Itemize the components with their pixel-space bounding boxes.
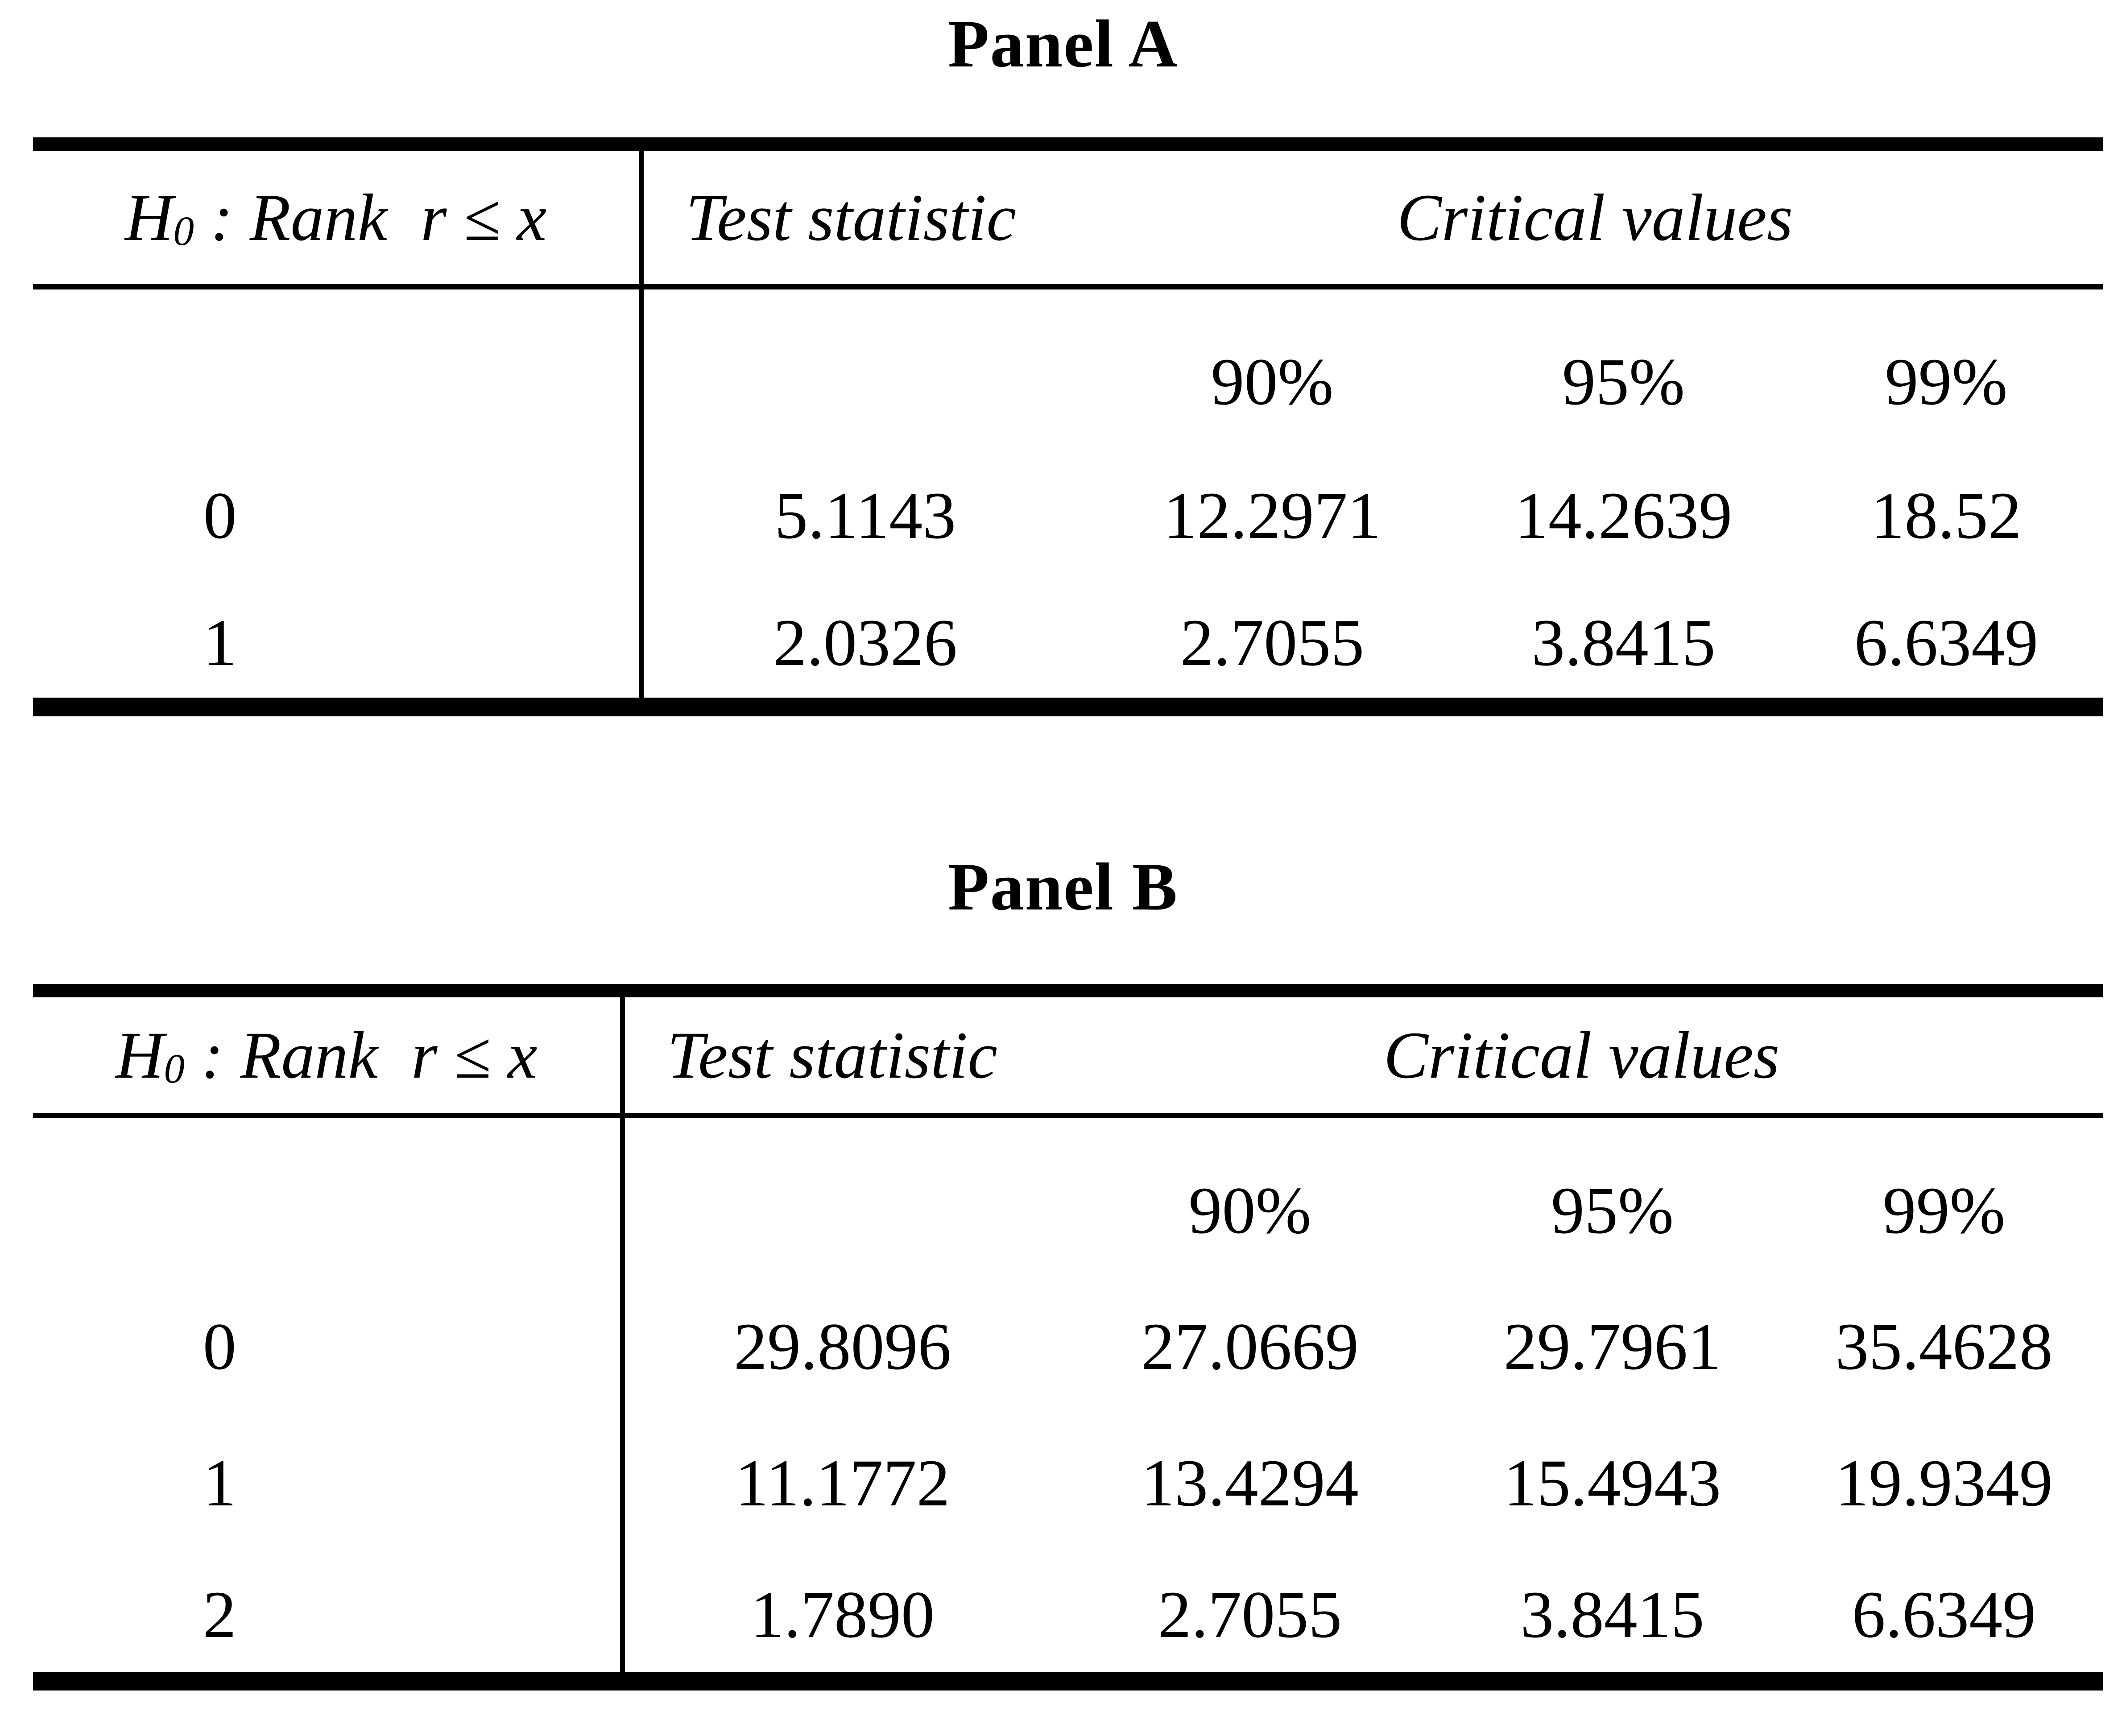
panel-b-table: H0 : Rank r ≤ x Test statistic Critical …	[33, 984, 2103, 1691]
h0-symbol: H	[116, 1018, 164, 1092]
empty-cell	[33, 287, 641, 443]
cell-test-statistic: 29.8096	[620, 1272, 1060, 1408]
critical-values-header: Critical values	[1087, 144, 2103, 289]
panel-a-table: H0 : Rank r ≤ x Test statistic Critical …	[33, 137, 2103, 716]
cell-cv-99: 18.52	[1871, 478, 2022, 553]
cell-rank: 1	[203, 1446, 236, 1520]
h0-symbol: H	[125, 180, 174, 255]
confidence-level-95: 95%	[1551, 1173, 1674, 1248]
h0-rank-condition: : Rank r ≤ x	[184, 1018, 538, 1092]
confidence-level-row: 90% 95% 99%	[33, 1116, 2103, 1272]
cell-test-statistic: 2.0326	[638, 575, 1087, 707]
cell-cv-99: 6.6349	[1854, 606, 2039, 680]
cell-rank: 1	[203, 606, 237, 680]
test-statistic-header: Test statistic	[620, 991, 1060, 1118]
h0-subscript: 0	[164, 1046, 185, 1092]
cell-test-statistic: 1.7890	[620, 1545, 1060, 1681]
cell-cv-90: 27.0669	[1141, 1309, 1359, 1384]
table-row: 2 1.7890 2.7055 3.8415 6.6349	[33, 1545, 2103, 1681]
cell-cv-90: 13.4294	[1141, 1446, 1359, 1520]
panel-b-title: Panel B	[947, 849, 1179, 924]
cell-cv-95: 29.7961	[1503, 1309, 1721, 1384]
cell-cv-90: 2.7055	[1158, 1578, 1342, 1652]
cell-cv-99: 19.9349	[1835, 1446, 2053, 1520]
table-row: 0 5.1143 12.2971 14.2639 18.52	[33, 443, 2103, 575]
confidence-level-99: 99%	[1882, 1173, 2006, 1248]
cell-cv-99: 35.4628	[1835, 1309, 2053, 1384]
empty-cell	[638, 287, 1087, 443]
cell-test-statistic: 11.1772	[620, 1408, 1060, 1545]
confidence-level-row: 90% 95% 99%	[33, 287, 2103, 443]
h0-subscript: 0	[173, 208, 194, 254]
cell-cv-95: 3.8415	[1531, 606, 1716, 680]
empty-cell	[620, 1116, 1060, 1272]
cell-cv-95: 14.2639	[1514, 478, 1733, 553]
null-hypothesis-header: H0 : Rank r ≤ x	[33, 991, 622, 1118]
cell-rank: 0	[203, 478, 237, 553]
table-row: 1 2.0326 2.7055 3.8415 6.6349	[33, 575, 2103, 707]
table-row: 0 29.8096 27.0669 29.7961 35.4628	[33, 1272, 2103, 1408]
table-row: 1 11.1772 13.4294 15.4943 19.9349	[33, 1408, 2103, 1545]
cell-cv-95: 3.8415	[1520, 1578, 1704, 1652]
null-hypothesis-header: H0 : Rank r ≤ x	[33, 144, 641, 289]
cell-rank: 2	[203, 1578, 236, 1652]
cell-cv-90: 2.7055	[1180, 606, 1365, 680]
panel-a-title: Panel A	[947, 6, 1179, 81]
cell-rank: 0	[203, 1309, 236, 1384]
table-header-row: H0 : Rank r ≤ x Test statistic Critical …	[33, 991, 2103, 1118]
table-header-row: H0 : Rank r ≤ x Test statistic Critical …	[33, 144, 2103, 289]
confidence-level-99: 99%	[1885, 344, 2008, 419]
confidence-level-90: 90%	[1211, 344, 1334, 419]
cell-test-statistic: 5.1143	[638, 443, 1087, 575]
empty-cell	[33, 1116, 622, 1272]
cell-cv-95: 15.4943	[1503, 1446, 1721, 1520]
cell-cv-99: 6.6349	[1852, 1578, 2036, 1652]
test-statistic-header: Test statistic	[638, 144, 1087, 289]
confidence-level-90: 90%	[1188, 1173, 1311, 1248]
cell-cv-90: 12.2971	[1163, 478, 1381, 553]
h0-rank-condition: : Rank r ≤ x	[194, 180, 547, 255]
critical-values-header: Critical values	[1060, 991, 2103, 1118]
confidence-level-95: 95%	[1562, 344, 1685, 419]
